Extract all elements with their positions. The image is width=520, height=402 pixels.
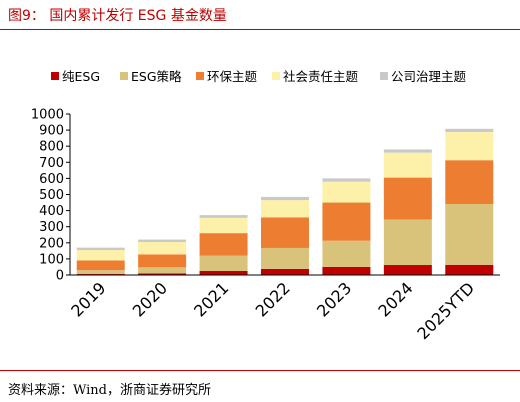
y-tick-label: 900 [39,124,64,139]
legend-item: 公司治理主题 [380,69,467,84]
bar-segment [383,265,432,275]
legend-swatch [196,72,204,80]
bar-segment [261,200,309,218]
bar-segment [199,270,248,275]
y-tick-label: 100 [39,252,64,267]
y-tick-label: 800 [39,140,64,155]
bar-segment [383,149,432,153]
legend-item: 社会责任主题 [272,69,359,84]
bar-segment [199,255,248,271]
legend-label: ESG策略 [131,69,182,84]
bar-segment [383,152,432,178]
y-tick-label: 200 [39,236,64,251]
bar-segment [383,219,432,266]
bar-segment [445,203,494,265]
figure-title: 图9： 国内累计发行 ESG 基金数量 [8,8,227,24]
legend-swatch [272,72,280,80]
bar-segment [138,273,187,275]
bar-stack [445,128,494,275]
bar-stack [261,196,309,275]
bar-segment [261,268,309,275]
bar-stack [383,149,432,275]
x-tick-label: 2022 [252,278,294,320]
source-note: 资料来源：Wind，浙商证券研究所 [8,383,211,398]
bar-segment [322,202,371,241]
bar-stack [76,247,125,275]
bar-segment [445,264,494,275]
legend-swatch [380,72,388,80]
y-tick-label: 300 [39,220,64,235]
bar-stack [199,215,248,275]
x-tick-label: 2024 [374,278,416,320]
x-tick-label: 2020 [129,278,171,320]
chart-legend: 纯ESG ESG策略 环保主题 社会责任主题 公司治理主题 [51,69,467,84]
legend-swatch [120,72,128,80]
bar-segment [138,267,187,274]
bar-segment [199,217,248,234]
legend-item: ESG策略 [120,69,182,84]
bar-segment [199,215,248,218]
x-tick-label: 2025YTD [413,278,478,343]
bar-segment [261,196,309,201]
y-tick-label: 0 [56,269,64,284]
bar-stack [138,239,187,275]
bar-segment [76,250,125,261]
bar-segment [138,254,187,268]
title-divider [0,29,520,30]
bar-segment [76,260,125,271]
bar-series [76,128,494,275]
bar-segment [322,178,371,182]
bar-segment [383,177,432,220]
y-tick-label: 500 [39,188,64,203]
bar-segment [445,128,494,133]
legend-swatch [51,72,59,80]
x-tick-label: 2019 [67,278,109,320]
source-divider [0,370,520,371]
legend-label: 环保主题 [207,69,258,84]
bar-stack [322,178,371,275]
x-tick-label: 2023 [313,278,355,320]
bar-segment [76,247,125,251]
legend-item: 环保主题 [196,69,258,84]
x-tick-label: 2021 [190,278,232,320]
bar-segment [322,181,371,203]
bar-segment [199,233,248,256]
bar-segment [261,217,309,248]
bar-segment [138,241,187,255]
y-tick-label: 400 [39,204,64,219]
legend-item: 纯ESG [51,69,100,84]
bar-segment [322,266,371,275]
bar-segment [76,270,125,275]
y-tick-label: 600 [39,172,64,187]
bar-segment [138,239,187,242]
bar-segment [445,132,494,161]
stacked-bar-chart: 纯ESG ESG策略 环保主题 社会责任主题 公司治理主题 0 1002003004005… [31,69,500,343]
bar-segment [261,247,309,269]
bar-segment [445,160,494,204]
legend-label: 纯ESG [62,69,100,84]
y-tick-label: 700 [39,156,64,171]
y-tick-label: 1000 [31,108,64,123]
legend-label: 社会责任主题 [283,69,359,84]
bar-segment [322,240,371,267]
legend-label: 公司治理主题 [391,69,467,84]
